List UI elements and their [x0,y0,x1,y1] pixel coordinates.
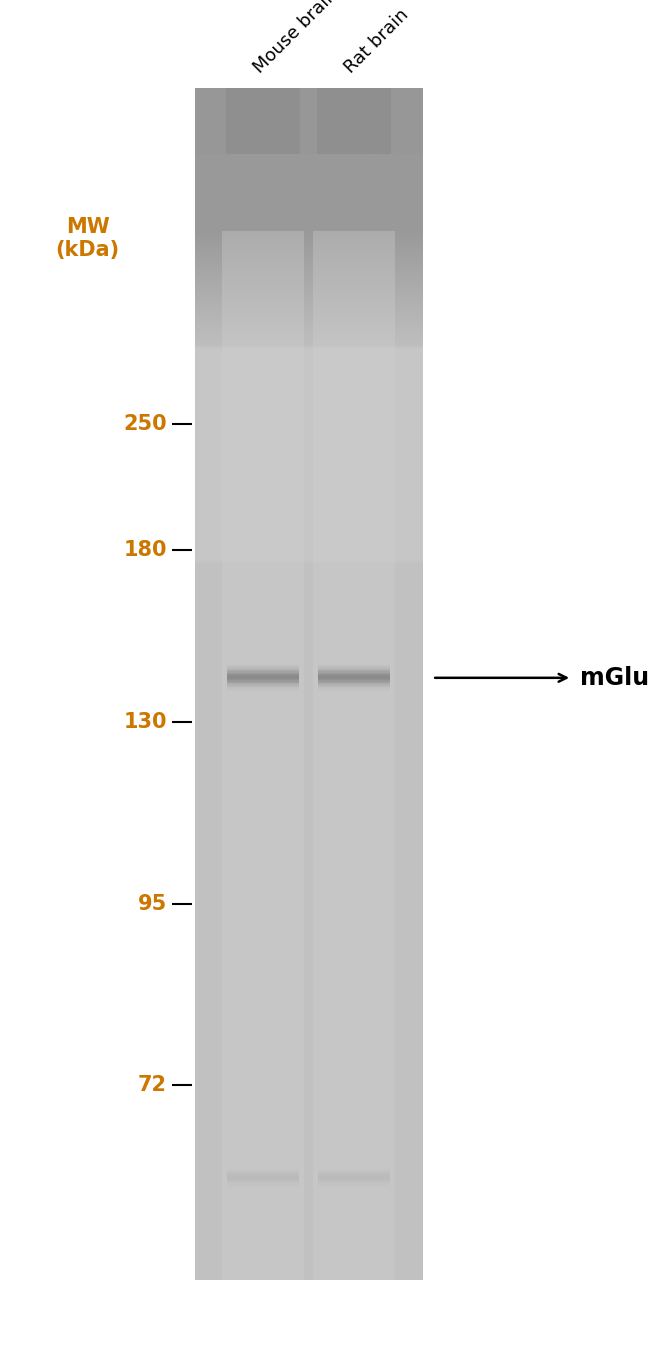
Bar [227,1183,299,1185]
Bar [227,1170,299,1173]
Bar [227,1169,299,1170]
Text: mGluR5: mGluR5 [580,666,650,689]
Bar [227,1185,299,1186]
Text: 72: 72 [138,1075,167,1095]
Bar [318,1177,390,1178]
Bar [318,1170,390,1173]
Bar [318,1185,390,1186]
Bar [227,1175,299,1177]
Text: Mouse brain: Mouse brain [250,0,341,77]
Bar [318,1179,390,1182]
Bar [227,1186,299,1187]
Text: MW
(kDa): MW (kDa) [56,217,120,260]
Text: Rat brain: Rat brain [341,5,413,77]
Bar [318,1178,390,1179]
Bar [318,1174,390,1175]
Text: 130: 130 [124,712,167,733]
Bar [318,1183,390,1185]
Bar [313,232,395,1280]
Bar [318,1173,390,1174]
Text: 180: 180 [124,540,167,561]
Bar [227,1173,299,1174]
Bar [318,1175,390,1177]
Text: 95: 95 [138,894,167,914]
Bar [318,1186,390,1187]
Bar [195,88,422,153]
Bar [227,1177,299,1178]
Text: 250: 250 [124,414,167,435]
Bar [318,1182,390,1183]
Bar [318,1169,390,1170]
Bar [227,1179,299,1182]
Bar [226,88,300,153]
Bar [227,1174,299,1175]
Bar [227,1178,299,1179]
Bar [317,88,391,153]
Bar [222,232,304,1280]
Bar [227,1182,299,1183]
Bar [195,88,422,1280]
